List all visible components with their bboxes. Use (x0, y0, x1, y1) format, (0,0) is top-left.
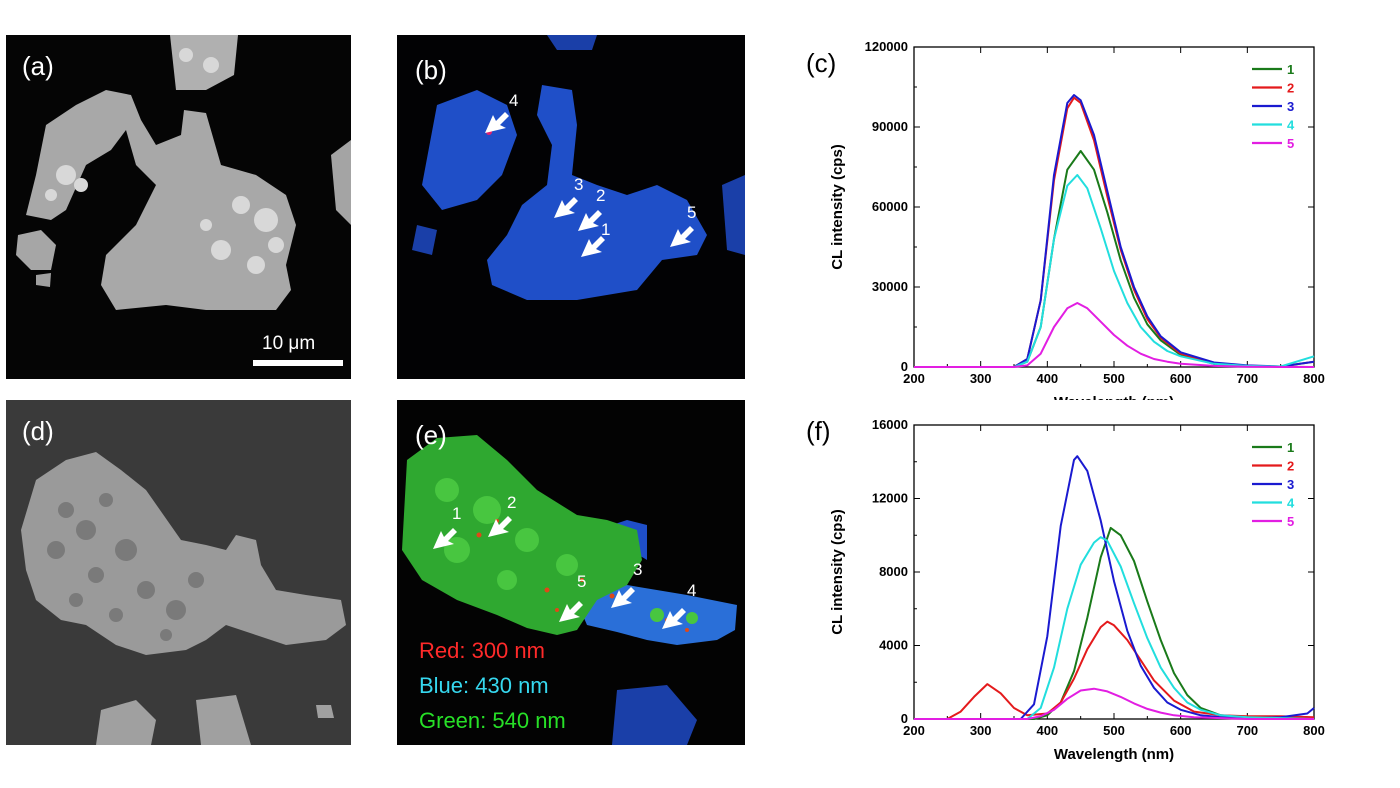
x-tick-label: 300 (970, 371, 992, 386)
x-tick-label: 800 (1303, 723, 1325, 738)
series-line-5 (914, 687, 1314, 720)
arrow-icon (488, 516, 512, 537)
x-tick-label: 500 (1103, 723, 1125, 738)
x-tick-label: 700 (1236, 371, 1258, 386)
y-tick-label: 120000 (865, 39, 908, 54)
series-line-2 (914, 620, 1315, 720)
arrow-icon (611, 587, 635, 608)
series-line-4 (914, 536, 1315, 720)
legend-blue: Blue: 430 nm (419, 673, 549, 698)
chart-f: 200 300 400 500 600 700 8000400080001200016000… (829, 417, 1325, 763)
cl-grains-e (402, 435, 737, 745)
panel-label-f: (f) (806, 416, 831, 446)
arrow-icon (670, 226, 694, 247)
series-line-3 (914, 455, 1315, 720)
legend-entry-5: 5 (1287, 136, 1294, 151)
y-tick-label: 60000 (872, 199, 908, 214)
legend-entry-5: 5 (1287, 514, 1294, 529)
marker-label-3: 3 (633, 560, 643, 579)
arrow-icon (581, 236, 605, 257)
x-tick-label: 400 (1036, 723, 1058, 738)
legend-green: Green: 540 nm (419, 708, 566, 733)
legend-entry-3: 3 (1287, 99, 1294, 114)
marker-label-5: 5 (577, 572, 587, 591)
y-tick-label: 90000 (872, 119, 908, 134)
legend-entry-2: 2 (1287, 459, 1294, 474)
chart-c: 200 300 400 500 600 700 800 0 30000 60000 90000 120… (829, 39, 1325, 400)
arrow-markers-e (433, 516, 686, 629)
panel-label-c: (c) (806, 48, 837, 78)
panel-label-b: (b) (415, 55, 447, 85)
y-axis-label: CL intensity (cps) (829, 509, 846, 635)
series-line-5 (914, 302, 1314, 368)
marker-label-3: 3 (574, 175, 584, 194)
x-tick-label: 200 (903, 371, 925, 386)
legend-entry-2: 2 (1287, 81, 1294, 96)
arrow-icon (662, 608, 686, 629)
y-tick-label: 8000 (879, 564, 908, 579)
panel-a-sem-image: (a) 10 μm (6, 35, 351, 379)
x-tick-label: 500 (1103, 371, 1125, 386)
arrow-icon (433, 528, 457, 549)
legend-entry-3: 3 (1287, 477, 1294, 492)
arrow-icon (578, 210, 602, 231)
x-tick-label: 700 (1236, 723, 1258, 738)
panel-b-cl-image: (b) 4 3 2 1 5 (397, 35, 745, 379)
y-axis-label: CL intensity (cps) (829, 144, 846, 270)
series-line-2 (914, 96, 1315, 368)
arrow-markers-b (485, 112, 694, 257)
arrow-icon (559, 601, 583, 622)
y-tick-label: 0 (901, 359, 908, 374)
x-tick-label: 200 (903, 723, 925, 738)
panel-label-e: (e) (415, 420, 447, 450)
plot-frame (913, 424, 1315, 720)
marker-label-2: 2 (596, 186, 606, 205)
legend-entry-4: 4 (1287, 496, 1295, 511)
series-line-4 (914, 174, 1315, 368)
panel-e-cl-composite: (e) 1 2 5 3 4 Red: 300 nm Blue: 430 nm G… (397, 400, 745, 745)
y-tick-label: 30000 (872, 279, 908, 294)
x-tick-label: 800 (1303, 371, 1325, 386)
y-tick-label: 16000 (872, 417, 908, 432)
series-line-1 (914, 526, 1315, 720)
legend-entry-1: 1 (1287, 62, 1294, 77)
panel-d-sem-image: (d) (6, 400, 351, 745)
arrow-icon (554, 197, 578, 218)
legend-red: Red: 300 nm (419, 638, 545, 663)
y-tick-label: 4000 (879, 638, 908, 653)
marker-label-4: 4 (687, 581, 697, 600)
panel-label-a: (a) (22, 51, 54, 81)
x-tick-label: 300 (970, 723, 992, 738)
y-tick-label: 12000 (872, 491, 908, 506)
sem-grains-d (21, 452, 346, 745)
marker-label-4: 4 (509, 91, 519, 110)
x-tick-label: 600 (1170, 371, 1192, 386)
marker-label-1: 1 (452, 504, 462, 523)
legend-entry-1: 1 (1287, 440, 1294, 455)
marker-label-2: 2 (507, 493, 517, 512)
arrow-icon (485, 112, 509, 133)
panel-label-d: (d) (22, 416, 54, 446)
scale-bar-label: 10 μm (262, 333, 316, 354)
x-tick-label: 600 (1170, 723, 1192, 738)
legend-entry-4: 4 (1287, 118, 1295, 133)
marker-label-5: 5 (687, 203, 697, 222)
x-axis-label: Wavelength (nm) (1054, 746, 1174, 763)
sem-grains-a (16, 35, 351, 366)
plot-frame (913, 46, 1315, 368)
series-line-3 (914, 94, 1315, 368)
y-tick-label: 0 (901, 711, 908, 726)
x-axis-label: Wavelength (nm) (1054, 394, 1174, 400)
x-tick-label: 400 (1036, 371, 1058, 386)
marker-label-1: 1 (601, 220, 611, 239)
